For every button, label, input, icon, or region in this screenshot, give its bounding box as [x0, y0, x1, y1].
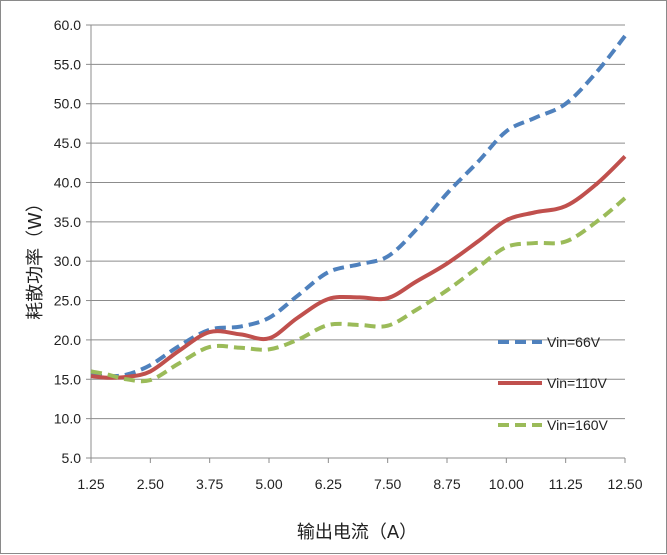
series-line-2 [90, 196, 627, 384]
x-axis-title: 输出电流（A） [297, 522, 417, 543]
series-line-0 [90, 34, 627, 379]
y-tick-label-11: 60.0 [54, 17, 81, 33]
x-tick-label-1: 2.50 [137, 476, 164, 492]
x-tick-label-3: 5.00 [255, 476, 282, 492]
x-tick-label-2: 3.75 [196, 476, 223, 492]
x-tick-label-4: 6.25 [315, 476, 342, 492]
y-axis-title: 耗散功率（W） [25, 194, 46, 320]
x-tick-label-0: 1.25 [77, 476, 104, 492]
series-lines [90, 34, 627, 384]
y-tick-label-6: 35.0 [54, 214, 81, 230]
y-tick-label-7: 40.0 [54, 174, 81, 190]
y-tick-label-4: 25.0 [54, 293, 81, 309]
y-tick-label-5: 30.0 [54, 253, 81, 269]
grid-lines [91, 24, 625, 459]
x-tick-label-5: 7.50 [374, 476, 401, 492]
y-tick-label-1: 10.0 [54, 411, 81, 427]
y-tick-label-2: 15.0 [54, 371, 81, 387]
x-tick-label-7: 10.00 [489, 476, 524, 492]
y-tick-label-9: 50.0 [54, 96, 81, 112]
tick-labels: 5.0 10.0 15.0 20.0 25.0 30.0 35.0 40.0 45.0 50.0 5… [54, 17, 643, 492]
x-tick-label-8: 11.25 [549, 476, 583, 492]
x-tick-label-9: 12.50 [607, 476, 642, 492]
y-tick-label-10: 55.0 [54, 56, 81, 72]
x-tick-label-6: 8.75 [433, 476, 460, 492]
axes [86, 24, 626, 463]
y-tick-label-8: 45.0 [54, 135, 81, 151]
y-tick-label-0: 5.0 [62, 450, 82, 466]
legend-label-1: Vin=110V [547, 375, 607, 391]
y-tick-label-3: 20.0 [54, 332, 81, 348]
legend-label-0: Vin=66V [547, 334, 601, 350]
legend: Vin=66V Vin=110V Vin=160V [498, 334, 609, 433]
legend-label-2: Vin=160V [547, 417, 609, 433]
series-line-1 [90, 155, 627, 380]
